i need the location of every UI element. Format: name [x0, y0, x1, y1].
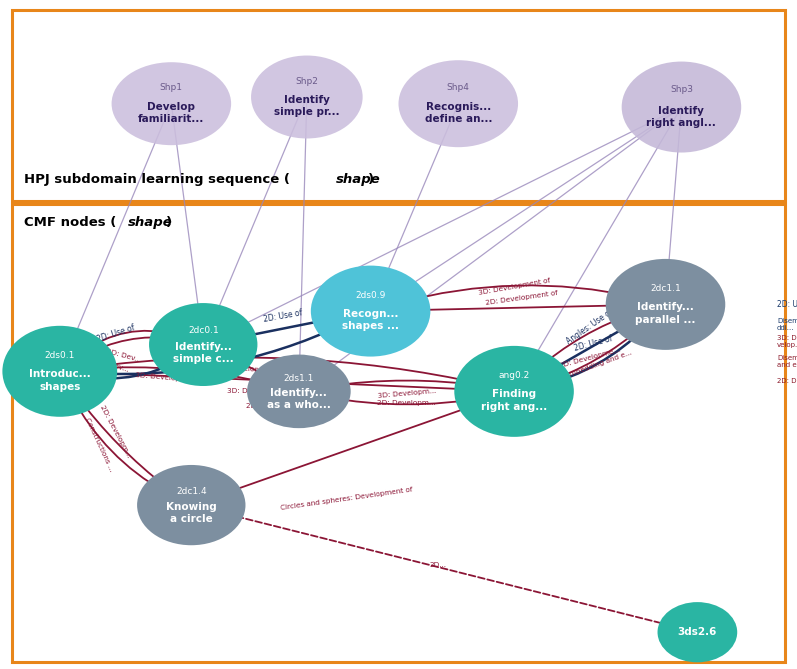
Text: 3D: De
velop..: 3D: De velop..: [777, 334, 797, 348]
Text: Identify
simple pr...: Identify simple pr...: [274, 95, 340, 117]
Text: 2D: Use of: 2D: Use of: [96, 323, 135, 343]
Text: Recognis...
define an...: Recognis... define an...: [425, 102, 492, 124]
Text: Circles and spheres: Development of: Circles and spheres: Development of: [281, 486, 413, 510]
Text: 3ds2.6: 3ds2.6: [677, 628, 717, 637]
Text: 2D: Dev...: 2D: Dev...: [105, 349, 142, 363]
Text: Identify
right angl...: Identify right angl...: [646, 106, 717, 128]
Text: ): ): [368, 173, 375, 186]
Text: Shp3: Shp3: [670, 85, 693, 94]
Text: 3D: Development of: 3D: Development of: [477, 277, 551, 296]
Text: HPJ subdomain learning sequence (: HPJ subdomain learning sequence (: [24, 173, 290, 186]
Text: 2D: Developme...: 2D: Developme...: [559, 347, 621, 369]
Text: Disemb
ddi...: Disemb ddi...: [777, 318, 797, 331]
Text: 2D: Development of: 2D: Development of: [485, 290, 559, 306]
Text: Introduc...
shapes: Introduc... shapes: [29, 369, 91, 391]
Text: 3D: Development of: 3D: Development of: [214, 363, 288, 375]
Ellipse shape: [2, 326, 117, 417]
Ellipse shape: [658, 602, 737, 662]
Text: 2dc0.1: 2dc0.1: [188, 326, 218, 334]
Text: Finding
right ang...: Finding right ang...: [481, 389, 548, 411]
Text: 2D: Developm...: 2D: Developm...: [377, 400, 436, 405]
Text: ): ): [166, 216, 172, 229]
Ellipse shape: [622, 62, 741, 153]
Text: 2ds0.1: 2ds0.1: [45, 351, 75, 360]
Text: 2ds1.1: 2ds1.1: [284, 374, 314, 383]
Ellipse shape: [606, 259, 725, 350]
Text: 2D: Development of: 2D: Development of: [246, 403, 320, 409]
Ellipse shape: [454, 346, 574, 437]
Bar: [12, 204, 785, 662]
Text: 2D: Use of: 2D: Use of: [263, 308, 303, 324]
Text: 2D: Di...: 2D: Di...: [777, 379, 797, 384]
Text: Shp4: Shp4: [447, 83, 469, 92]
Text: 2dc1.4: 2dc1.4: [176, 486, 206, 496]
Text: Identify...
as a who...: Identify... as a who...: [267, 387, 331, 410]
Text: 2ds0.9: 2ds0.9: [355, 290, 386, 300]
Text: Disemb
and e...: Disemb and e...: [777, 355, 797, 368]
Ellipse shape: [112, 62, 231, 145]
Ellipse shape: [251, 56, 363, 138]
Text: 3D: Development of: 3D: Development of: [226, 389, 300, 394]
Text: shape: shape: [128, 216, 173, 229]
Text: 2D: Us: 2D: Us: [777, 300, 797, 309]
Text: Identify...
parallel ...: Identify... parallel ...: [635, 302, 696, 324]
Text: ang0.2: ang0.2: [498, 371, 530, 380]
Ellipse shape: [398, 60, 518, 147]
Text: Constructions ...: Constructions ...: [84, 417, 115, 473]
Text: Develop
familiarit...: Develop familiarit...: [138, 102, 205, 124]
Text: 3D: Use of: 3D: Use of: [191, 324, 231, 339]
Text: 2D: Use of: 2D: Use of: [574, 334, 614, 353]
Ellipse shape: [137, 465, 245, 545]
Text: CMF nodes (: CMF nodes (: [24, 216, 116, 229]
Text: Identify...
simple c...: Identify... simple c...: [173, 342, 234, 364]
Text: 2D...: 2D...: [430, 563, 447, 568]
Text: shape: shape: [336, 173, 380, 186]
Ellipse shape: [247, 355, 351, 428]
Text: 3D: Developm...: 3D: Developm...: [377, 388, 436, 399]
Text: 2dc1.1: 2dc1.1: [650, 284, 681, 293]
Text: Angles: Use of: Angles: Use of: [565, 307, 614, 346]
Bar: [12, 10, 785, 201]
Text: Disembedding and e...: Disembedding and e...: [555, 350, 633, 383]
Text: Shp1: Shp1: [160, 84, 183, 92]
Text: 3D: Development of: 3D: Development of: [135, 372, 208, 384]
Ellipse shape: [149, 303, 257, 386]
Text: Knowing
a circle: Knowing a circle: [166, 502, 217, 524]
Text: 2D: Developm...: 2D: Developm...: [99, 404, 132, 459]
Text: 2D: Dev...: 2D: Dev...: [94, 357, 129, 373]
Ellipse shape: [311, 266, 430, 357]
Text: Recogn...
shapes ...: Recogn... shapes ...: [342, 309, 399, 331]
Text: Shp2: Shp2: [296, 77, 318, 86]
